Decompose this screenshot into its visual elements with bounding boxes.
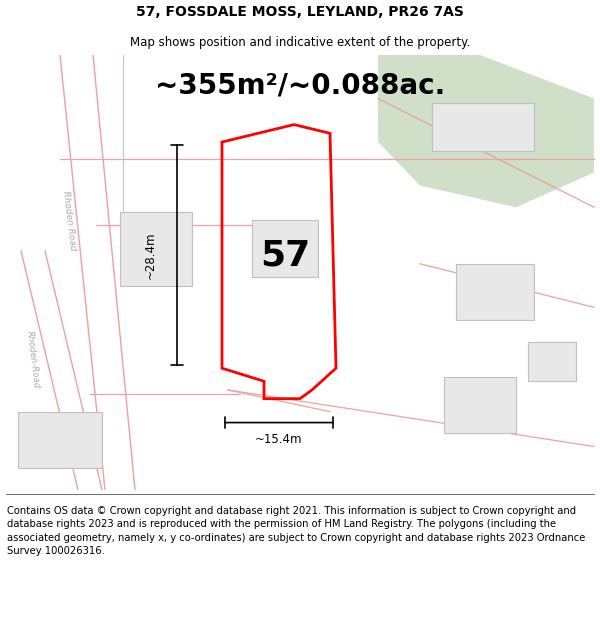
Text: ~355m²/~0.088ac.: ~355m²/~0.088ac. xyxy=(155,71,445,99)
Text: Rhoden-Road: Rhoden-Road xyxy=(25,330,41,389)
Text: 57: 57 xyxy=(260,238,310,272)
Text: 57, FOSSDALE MOSS, LEYLAND, PR26 7AS: 57, FOSSDALE MOSS, LEYLAND, PR26 7AS xyxy=(136,5,464,19)
Text: Rhoden Road: Rhoden Road xyxy=(61,190,77,251)
Text: ~15.4m: ~15.4m xyxy=(255,434,303,446)
Bar xyxy=(120,212,192,286)
Bar xyxy=(528,342,576,381)
Bar xyxy=(18,412,102,468)
Text: ~28.4m: ~28.4m xyxy=(143,231,157,279)
Text: Contains OS data © Crown copyright and database right 2021. This information is : Contains OS data © Crown copyright and d… xyxy=(7,506,586,556)
Bar xyxy=(252,220,318,277)
Bar xyxy=(432,103,534,151)
Bar xyxy=(456,264,534,321)
Polygon shape xyxy=(378,55,594,208)
Bar xyxy=(444,377,516,434)
Text: Map shows position and indicative extent of the property.: Map shows position and indicative extent… xyxy=(130,36,470,49)
